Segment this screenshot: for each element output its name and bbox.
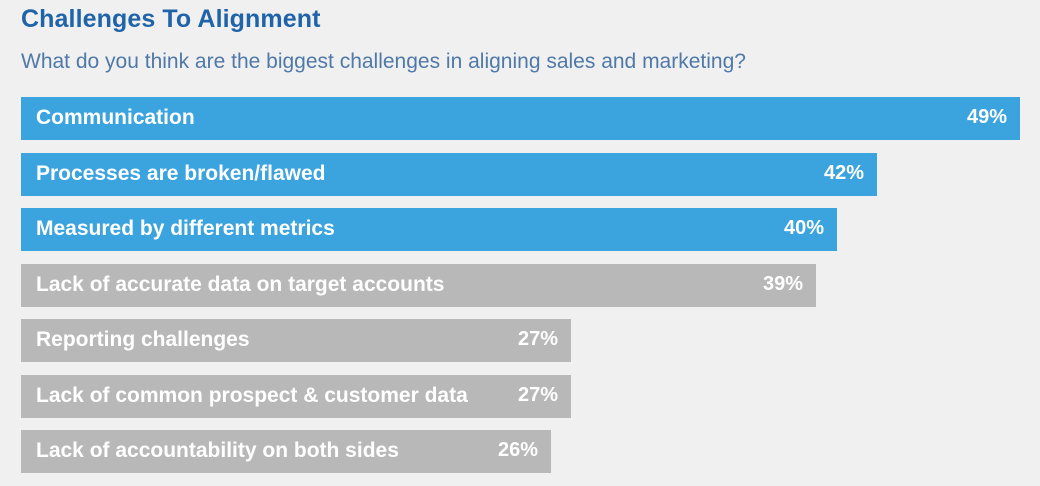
bar-value-label: 49% <box>966 106 1007 128</box>
bar-value-label: 26% <box>497 439 538 461</box>
bar-label: Lack of accurate data on target accounts <box>36 273 445 296</box>
bar: Processes are broken/flawed 42% <box>21 153 877 196</box>
bar-value-label: 42% <box>823 162 864 184</box>
bar-value-label: 27% <box>517 328 558 350</box>
bar-chart: Communication 49% Processes are broken/fla… <box>21 97 1021 477</box>
bar: Lack of accurate data on target accounts… <box>21 264 816 307</box>
page-subtitle: What do you think are the biggest challe… <box>21 50 746 73</box>
bar-label: Measured by different metrics <box>36 217 335 240</box>
bar-label: Processes are broken/flawed <box>36 162 326 185</box>
bar-label: Reporting challenges <box>36 328 250 351</box>
bar-label: Lack of common prospect & customer data <box>36 384 468 407</box>
bar: Measured by different metrics 40% <box>21 208 837 251</box>
bar-value-label: 27% <box>517 384 558 406</box>
bar-label: Communication <box>36 106 195 129</box>
bar: Lack of common prospect & customer data 2… <box>21 375 571 418</box>
bar: Reporting challenges 27% <box>21 319 571 362</box>
bar: Communication 49% <box>21 97 1020 140</box>
page-title: Challenges To Alignment <box>21 5 321 33</box>
bar-value-label: 40% <box>783 217 824 239</box>
bar: Lack of accountability on both sides 26% <box>21 430 551 473</box>
bar-value-label: 39% <box>762 273 803 295</box>
bar-label: Lack of accountability on both sides <box>36 439 399 462</box>
